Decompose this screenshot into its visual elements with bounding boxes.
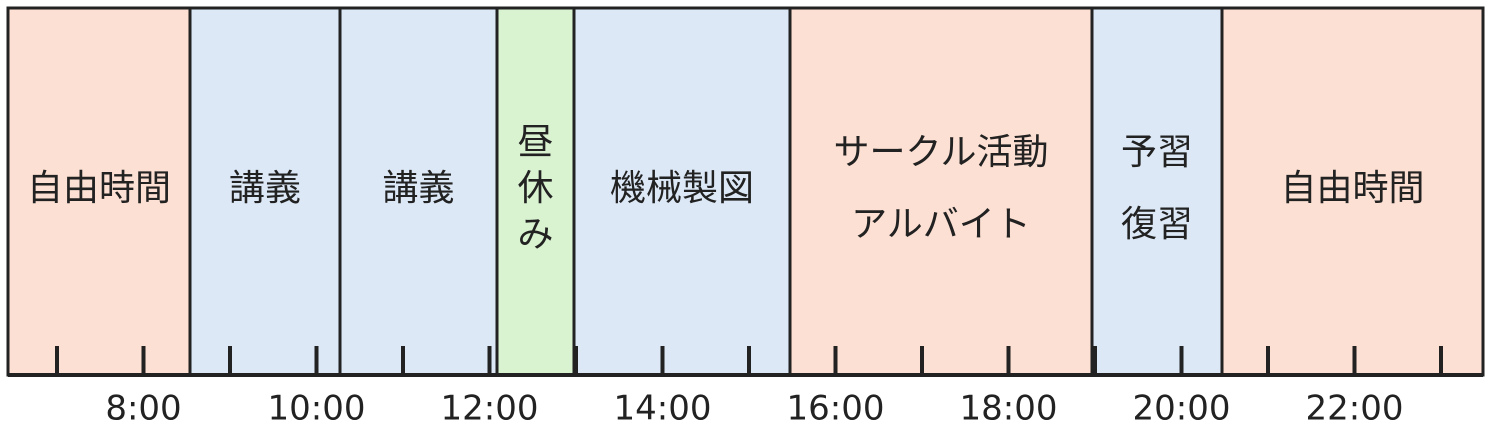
time-label: 8:00 [105, 389, 181, 426]
block-lunch-break: 昼休み [495, 6, 576, 377]
block-lunch-break-label-1: 昼 [517, 122, 553, 163]
time-label: 14:00 [614, 389, 712, 426]
time-label: 12:00 [441, 389, 539, 426]
time-label: 18:00 [960, 389, 1058, 426]
block-lecture-1: 講義 [188, 6, 342, 377]
block-free-time-morning: 自由時間 [6, 6, 192, 377]
block-lecture-1-label-1: 講義 [229, 168, 301, 209]
block-mechanical-drawing-label-1: 機械製図 [610, 168, 754, 209]
time-labels: 8:00 10:00 12:00 14:00 16:00 18:00 20:00 22:00 [105, 389, 1403, 426]
hour-ticks [55, 346, 1443, 375]
time-label: 20:00 [1133, 389, 1231, 426]
block-free-time-morning-rect [6, 6, 192, 377]
time-label: 16:00 [787, 389, 885, 426]
block-lunch-break-label-3: み [517, 214, 553, 255]
block-prep-and-review-label-2: 復習 [1121, 204, 1193, 245]
block-lecture-2-rect [338, 6, 499, 377]
block-lunch-break-label-2: 休 [517, 168, 553, 209]
block-lecture-2-label-1: 講義 [382, 168, 454, 209]
block-free-time-night-label-1: 自由時間 [1280, 168, 1424, 209]
block-club-and-parttime-label-2: アルバイト [851, 204, 1031, 245]
block-mechanical-drawing: 機械製図 [572, 6, 792, 377]
time-label: 10:00 [268, 389, 366, 426]
block-free-time-night: 自由時間 [1220, 6, 1485, 377]
block-lecture-1-rect [188, 6, 342, 377]
block-free-time-night-rect [1220, 6, 1485, 377]
block-lecture-2: 講義 [338, 6, 499, 377]
block-free-time-morning-label-1: 自由時間 [27, 168, 171, 209]
block-club-and-parttime-label-1: サークル活動 [834, 132, 1049, 173]
block-prep-and-review-label-1: 予習 [1121, 132, 1193, 173]
block-mechanical-drawing-rect [572, 6, 792, 377]
block-club-and-parttime-rect [788, 6, 1094, 377]
time-label: 22:00 [1306, 389, 1404, 426]
block-prep-and-review-rect [1090, 6, 1224, 377]
